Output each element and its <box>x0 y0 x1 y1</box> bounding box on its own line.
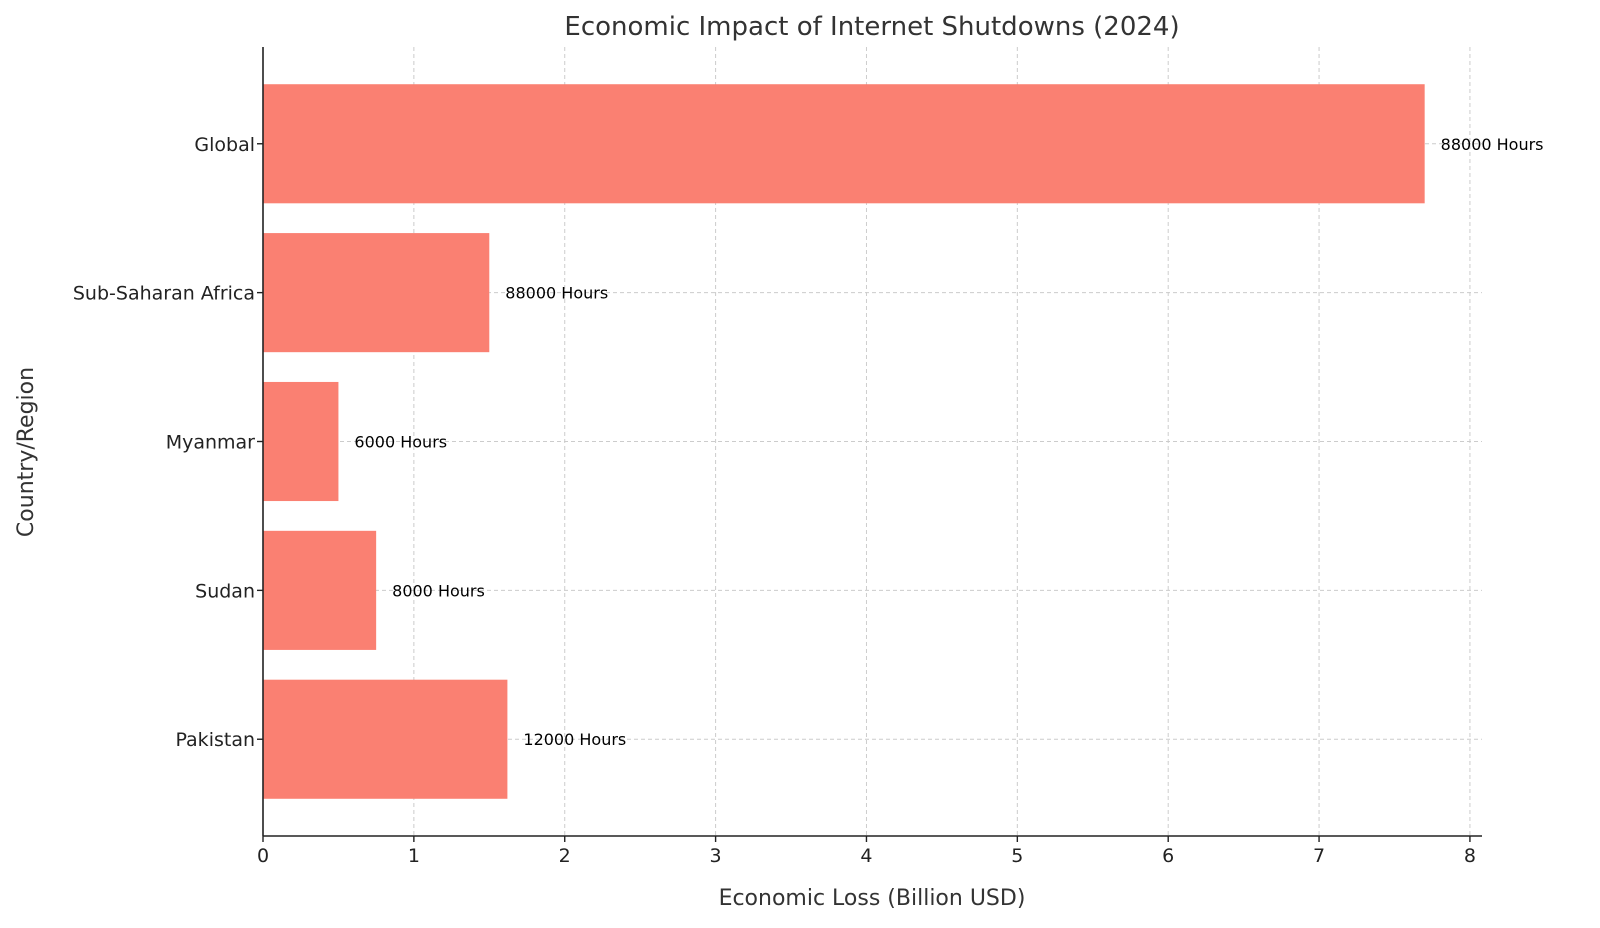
x-tick-label: 3 <box>710 845 722 867</box>
y-tick-label: Global <box>194 134 255 156</box>
y-tick-label: Myanmar <box>166 432 255 454</box>
bar <box>263 233 490 353</box>
x-tick-label: 2 <box>559 845 571 867</box>
bar-data-label: 12000 Hours <box>523 730 626 749</box>
y-tick-label: Pakistan <box>175 729 255 751</box>
bar <box>263 679 508 799</box>
bar-data-label: 88000 Hours <box>1441 135 1544 154</box>
x-tick-label: 1 <box>408 845 420 867</box>
bars <box>263 84 1425 799</box>
chart-title: Economic Impact of Internet Shutdowns (2… <box>564 12 1179 42</box>
axes: 0 1 2 3 4 5 6 7 8 Global Sub-Saharan Africa Myanmar… <box>73 47 1482 867</box>
x-tick-label: 7 <box>1313 845 1325 867</box>
y-axis-label: Country/Region <box>14 367 39 537</box>
y-tick-label: Sudan <box>195 580 255 602</box>
x-tick-label: 4 <box>860 845 872 867</box>
x-tick-label: 6 <box>1162 845 1174 867</box>
data-labels: 88000 Hours 88000 Hours 6000 Hours 8000 Hou… <box>354 135 1543 749</box>
x-tick-label: 8 <box>1464 845 1476 867</box>
bar-data-label: 6000 Hours <box>354 433 447 452</box>
bar <box>263 381 339 502</box>
bar <box>263 84 1425 204</box>
x-tick-label: 0 <box>257 845 269 867</box>
bar-data-label: 8000 Hours <box>392 581 485 600</box>
x-axis-label: Economic Loss (Billion USD) <box>719 886 1026 911</box>
bar <box>263 530 377 650</box>
bar-data-label: 88000 Hours <box>505 284 608 303</box>
y-tick-label: Sub-Saharan Africa <box>73 283 255 305</box>
x-tick-label: 5 <box>1011 845 1023 867</box>
